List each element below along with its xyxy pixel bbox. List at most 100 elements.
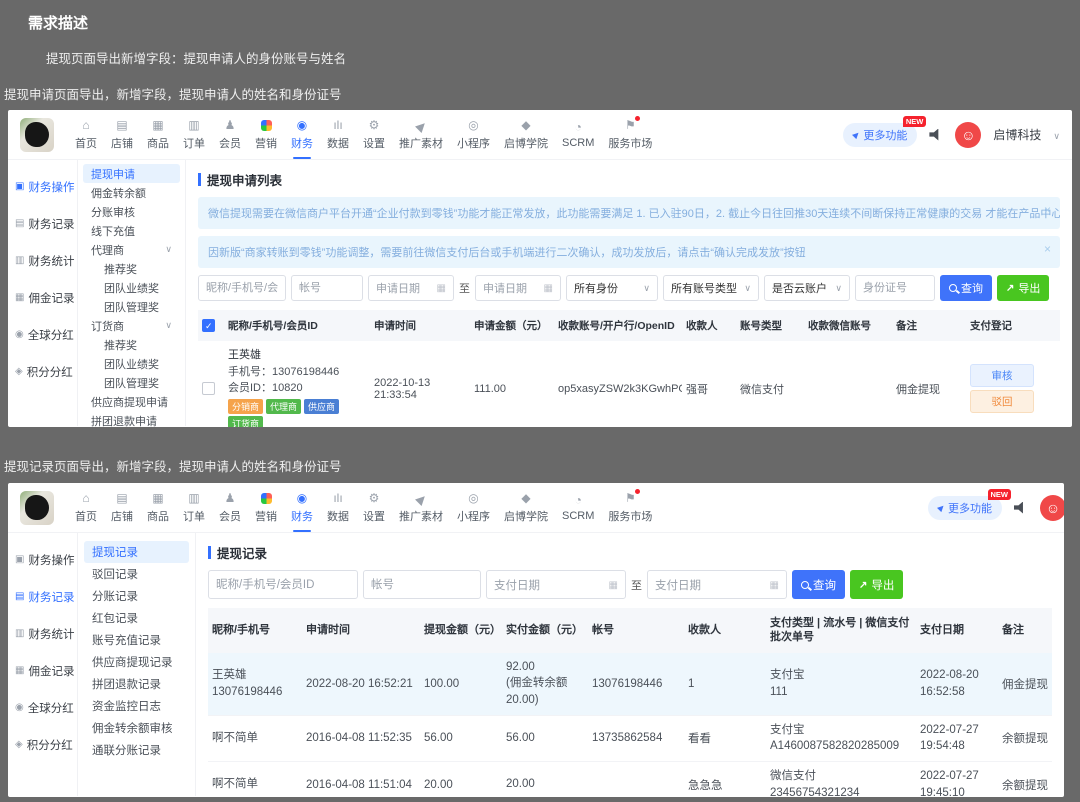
sidebar-item-supplier-withdraw-apply[interactable]: 供应商提现申请 <box>83 392 180 411</box>
export-label: 导出 <box>871 579 895 592</box>
sidebar-group-finance-ops[interactable]: ▣ 财务操作 <box>8 168 77 205</box>
nav-item-promo-material[interactable]: 推广素材 <box>392 110 450 159</box>
close-icon[interactable] <box>1044 242 1051 256</box>
sidebar-group-finance-records[interactable]: ▤ 财务记录 <box>8 205 77 242</box>
sidebar-item-withdraw-records[interactable]: 提现记录 <box>84 541 189 563</box>
nav-item-members[interactable]: ♟ 会员 <box>212 483 248 532</box>
nav-item-scrm[interactable]: ◔ SCRM <box>555 483 601 532</box>
sidebar-group-points-dividend[interactable]: ◈ 积分分红 <box>8 726 77 763</box>
nav-item-mini-program[interactable]: ◎ 小程序 <box>450 110 497 159</box>
close-icon[interactable] <box>1044 203 1051 217</box>
col-payee: 收款人 <box>684 608 766 653</box>
sidebar-item-groupbuy-refund-apply[interactable]: 拼团退款申请 <box>83 411 180 428</box>
nav-item-settings[interactable]: ⚙ 设置 <box>356 110 392 159</box>
sidebar-item-agent-referral-award[interactable]: 推荐奖 <box>83 259 180 278</box>
sidebar-item-fund-monitor-log[interactable]: 资金监控日志 <box>84 695 189 717</box>
nav-item-data[interactable]: ılı 数据 <box>320 110 356 159</box>
search-button[interactable]: 查询 <box>792 570 845 599</box>
account-input[interactable] <box>363 570 481 599</box>
search-button[interactable]: 查询 <box>940 275 992 301</box>
nav-item-marketing[interactable]: 营销 <box>248 483 284 532</box>
sidebar-item-offline-recharge[interactable]: 线下充值 <box>83 221 180 240</box>
sidebar-item-split-audit[interactable]: 分账审核 <box>83 202 180 221</box>
sidebar-item-dealer-team-manage-award[interactable]: 团队管理奖 <box>83 373 180 392</box>
speaker-icon[interactable] <box>929 128 939 141</box>
sidebar-item-reject-records[interactable]: 驳回记录 <box>84 563 189 585</box>
account-input[interactable] <box>291 275 363 301</box>
apply-date-end-input[interactable]: 申请日期 <box>475 275 561 301</box>
nav-item-scrm[interactable]: ◔ SCRM <box>555 110 601 159</box>
cloud-account-select[interactable]: 是否云账户 <box>764 275 850 301</box>
sidebar-group-global-dividend[interactable]: ◉ 全球分红 <box>8 316 77 353</box>
sidebar-item-supplier-withdraw-records[interactable]: 供应商提现记录 <box>84 651 189 673</box>
chevron-down-icon[interactable] <box>1053 126 1060 144</box>
identity-select[interactable]: 所有身份 <box>566 275 658 301</box>
export-button[interactable]: 导出 <box>850 570 904 599</box>
pay-date-end-input[interactable]: 支付日期 <box>647 570 787 599</box>
sidebar-item-dealer-referral-award[interactable]: 推荐奖 <box>83 335 180 354</box>
avatar[interactable] <box>1040 494 1064 521</box>
idcard-input[interactable] <box>855 275 935 301</box>
nav-item-service-market[interactable]: ⚑ 服务市场 <box>601 483 659 532</box>
nav-item-goods[interactable]: ▦ 商品 <box>140 110 176 159</box>
sidebar-item-tonglian-split-records[interactable]: 通联分账记录 <box>84 739 189 761</box>
sidebar-group-commission-records[interactable]: ▦ 佣金记录 <box>8 652 77 689</box>
nav-item-service-market[interactable]: ⚑ 服务市场 <box>601 110 659 159</box>
audit-button[interactable]: 审核 <box>970 364 1034 388</box>
sidebar-item-dealer-team-performance-award[interactable]: 团队业绩奖 <box>83 354 180 373</box>
speaker-icon[interactable] <box>1014 501 1023 514</box>
nav-item-finance[interactable]: ◉ 财务 <box>284 110 320 159</box>
sidebar-item-account-recharge-records[interactable]: 账号充值记录 <box>84 629 189 651</box>
nav-item-goods[interactable]: ▦ 商品 <box>140 483 176 532</box>
shot1-body: ▣ 财务操作 ▤ 财务记录 ▥ 财务统计 ▦ 佣金记录 ◉ 全球分红 ◈ 积分分红 提现申请… <box>8 160 1072 428</box>
row-checkbox[interactable] <box>202 382 215 396</box>
sidebar-item-groupbuy-refund-records[interactable]: 拼团退款记录 <box>84 673 189 695</box>
nav-item-qibo-academy[interactable]: ◆ 启博学院 <box>497 110 555 159</box>
nav-item-finance[interactable]: ◉ 财务 <box>284 483 320 532</box>
sidebar-item-commission-to-balance[interactable]: 佣金转余额 <box>83 183 180 202</box>
sidebar-group-finance-ops[interactable]: ▣ 财务操作 <box>8 541 77 578</box>
sidebar-group-finance-records[interactable]: ▤ 财务记录 <box>8 578 77 615</box>
nav-item-data[interactable]: ılı 数据 <box>320 483 356 532</box>
sidebar-item-split-records[interactable]: 分账记录 <box>84 585 189 607</box>
sidebar-group-commission-records[interactable]: ▦ 佣金记录 <box>8 279 77 316</box>
sidebar-item-agent[interactable]: 代理商 <box>83 240 180 259</box>
export-button[interactable]: 导出 <box>997 275 1050 301</box>
select-all-checkbox[interactable] <box>202 319 215 333</box>
goods-icon: ▦ <box>152 118 164 132</box>
reject-button[interactable]: 驳回 <box>970 390 1034 414</box>
sidebar-group-finance-stats[interactable]: ▥ 财务统计 <box>8 242 77 279</box>
nickname-input[interactable] <box>198 275 286 301</box>
promo-material-icon <box>413 490 429 506</box>
nickname-input[interactable] <box>208 570 358 599</box>
nav-item-home[interactable]: ⌂ 首页 <box>68 110 104 159</box>
nav-item-members[interactable]: ♟ 会员 <box>212 110 248 159</box>
more-features-button[interactable]: 更多功能 NEW <box>843 115 927 147</box>
col-pay-date: 支付日期 <box>916 608 998 653</box>
nav-item-promo-material[interactable]: 推广素材 <box>392 483 450 532</box>
nav-item-qibo-academy[interactable]: ◆ 启博学院 <box>497 483 555 532</box>
sidebar-item-commission-balance-audit[interactable]: 佣金转余额审核 <box>84 717 189 739</box>
avatar[interactable] <box>955 121 982 148</box>
account-type-select[interactable]: 所有账号类型 <box>663 275 759 301</box>
sidebar-item-agent-team-manage-award[interactable]: 团队管理奖 <box>83 297 180 316</box>
sidebar-group-points-dividend[interactable]: ◈ 积分分红 <box>8 353 77 390</box>
sidebar-item-redpacket-records[interactable]: 红包记录 <box>84 607 189 629</box>
nav-item-marketing[interactable]: 营销 <box>248 110 284 159</box>
nav-item-shop[interactable]: ▤ 店铺 <box>104 110 140 159</box>
nav-item-settings[interactable]: ⚙ 设置 <box>356 483 392 532</box>
cell-payee: 看看 <box>684 715 766 762</box>
nav-item-home[interactable]: ⌂ 首页 <box>68 483 104 532</box>
nav-item-mini-program[interactable]: ◎ 小程序 <box>450 483 497 532</box>
sidebar-group-global-dividend[interactable]: ◉ 全球分红 <box>8 689 77 726</box>
nav-item-orders[interactable]: ▥ 订单 <box>176 483 212 532</box>
nav-item-shop[interactable]: ▤ 店铺 <box>104 483 140 532</box>
more-features-button[interactable]: 更多功能 NEW <box>927 488 1011 520</box>
sidebar-item-agent-team-performance-award[interactable]: 团队业绩奖 <box>83 278 180 297</box>
apply-date-start-input[interactable]: 申请日期 <box>368 275 454 301</box>
sidebar-group-finance-stats[interactable]: ▥ 财务统计 <box>8 615 77 652</box>
nav-item-orders[interactable]: ▥ 订单 <box>176 110 212 159</box>
sidebar-item-withdraw-apply[interactable]: 提现申请 <box>83 164 180 183</box>
sidebar-item-order-dealer[interactable]: 订货商 <box>83 316 180 335</box>
pay-date-start-input[interactable]: 支付日期 <box>486 570 626 599</box>
